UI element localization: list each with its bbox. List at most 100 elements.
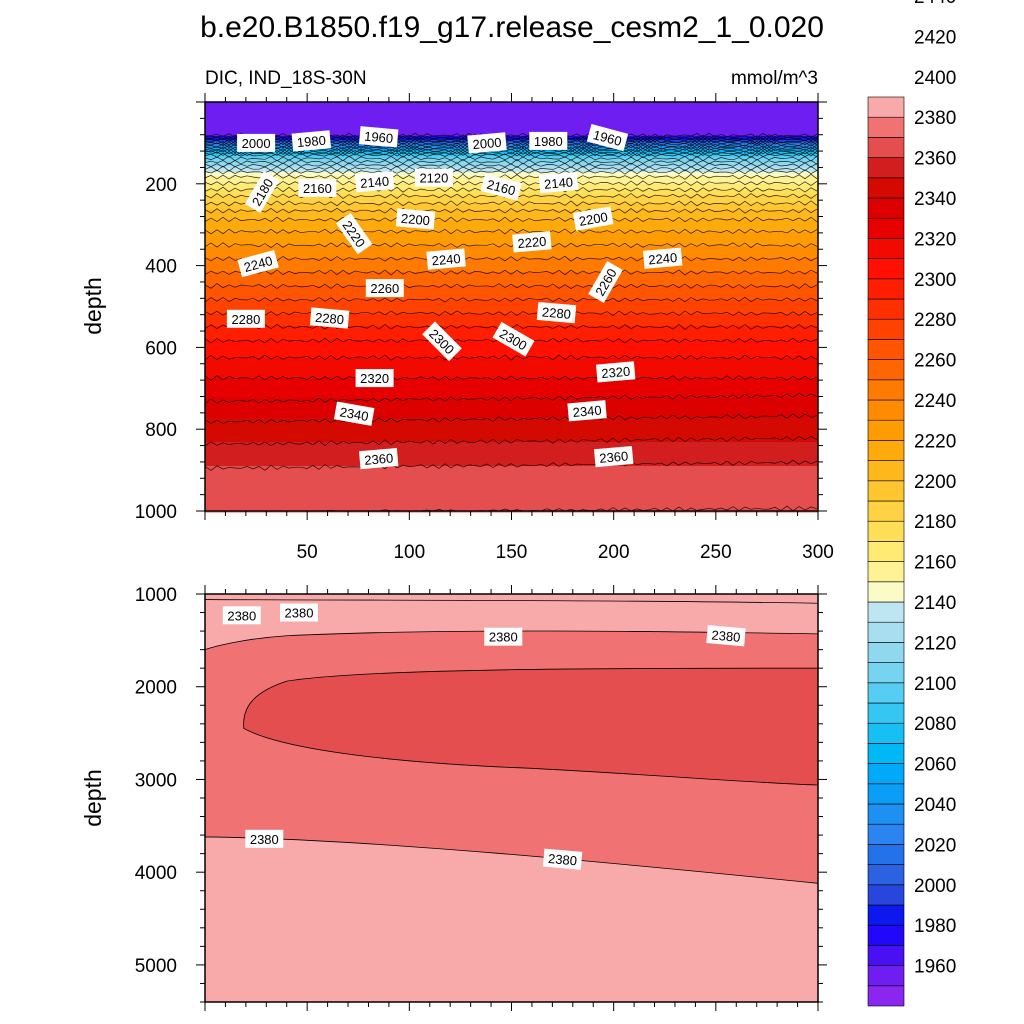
upper-band: [205, 360, 818, 363]
colorbar-box: [867, 177, 905, 199]
upper-band: [205, 282, 818, 285]
upper-band: [205, 390, 818, 393]
upper-band: [205, 324, 818, 327]
contour-label: 2240: [642, 247, 683, 269]
upper-band: [205, 398, 818, 401]
upper-band: [205, 222, 818, 225]
upper-band: [205, 244, 818, 247]
upper-band: [205, 452, 818, 455]
units-label: mmol/m^3: [731, 68, 818, 89]
colorbar-box: [867, 864, 905, 886]
lower-y-tick-label: 4000: [135, 863, 177, 884]
colorbar-box: [867, 601, 905, 623]
contour-label: 1960: [586, 123, 629, 152]
upper-band: [205, 308, 818, 311]
contour-label-text: 2280: [541, 304, 571, 321]
upper-band: [205, 132, 818, 135]
upper-band: [205, 240, 818, 243]
upper-contour-line: [204, 354, 818, 361]
upper-band: [205, 428, 818, 431]
upper-contour-line: [204, 207, 818, 214]
contour-label: 2220: [512, 231, 552, 253]
lower-frame: [204, 593, 819, 1003]
contour-label: 2380: [484, 627, 523, 646]
upper-band: [205, 426, 818, 429]
upper-band: [205, 212, 818, 215]
colorbar-box: [867, 339, 905, 360]
contour-label-box: [291, 130, 332, 152]
upper-band: [205, 434, 818, 437]
upper-band: [205, 104, 818, 107]
upper-band: [205, 152, 818, 155]
upper-band: [205, 478, 818, 481]
upper-band: [205, 384, 818, 387]
contour-label-box: [512, 231, 552, 253]
colorbar-box: [867, 682, 905, 704]
upper-band: [205, 318, 818, 321]
upper-contour-line: [204, 216, 818, 223]
colorbar-box: [867, 217, 905, 239]
upper-x-tick-label: 50: [297, 542, 318, 563]
contour-label-box: [588, 261, 623, 303]
upper-band: [205, 230, 818, 233]
contour-label-box: [309, 307, 350, 329]
colorbar-label: 2000: [914, 876, 956, 897]
upper-band: [205, 272, 818, 275]
lower-y-tick-label: 2000: [135, 678, 177, 699]
colorbar-label: 1980: [914, 916, 956, 937]
contour-label: 2240: [426, 248, 466, 270]
colorbar-box: [867, 116, 905, 138]
contour-label-text: 2160: [485, 177, 517, 199]
contour-label-box: [298, 178, 337, 197]
contour-label-box: [335, 212, 373, 255]
upper-band: [205, 278, 818, 281]
contour-label-text: 2380: [547, 851, 577, 868]
colorbar-label: 2020: [914, 835, 956, 856]
upper-band: [205, 388, 818, 391]
contour-label-box: [358, 126, 399, 148]
upper-band: [205, 176, 818, 179]
upper-band: [205, 242, 818, 245]
colorbar-label: 2100: [914, 674, 956, 695]
contour-label: 2320: [595, 361, 636, 383]
upper-band: [205, 298, 818, 301]
upper-band: [205, 448, 818, 451]
contour-label-text: 2140: [360, 174, 390, 191]
contour-label: 2320: [355, 369, 394, 388]
upper-band: [205, 500, 818, 503]
upper-contour-line: [204, 228, 818, 235]
contour-label-box: [354, 171, 395, 193]
colorbar-box: [867, 904, 905, 926]
upper-band: [205, 206, 818, 209]
upper-band: [205, 422, 818, 425]
upper-band: [205, 364, 818, 367]
colorbar-box: [867, 137, 905, 158]
upper-band: [205, 198, 818, 201]
upper-band: [205, 268, 818, 271]
upper-band: [205, 466, 818, 469]
contour-label: 2000: [237, 133, 276, 152]
contour-label-box: [642, 247, 683, 269]
upper-band: [205, 480, 818, 483]
upper-band: [205, 172, 818, 175]
upper-band: [205, 498, 818, 501]
upper-band: [205, 210, 818, 213]
upper-band: [205, 286, 818, 289]
upper-band: [205, 350, 818, 353]
upper-band: [205, 224, 818, 227]
upper-y-tick-label: 400: [145, 257, 177, 278]
upper-band: [205, 316, 818, 319]
upper-band: [205, 266, 818, 269]
contour-label-text: 2340: [572, 403, 602, 420]
contour-label-text: 2160: [303, 181, 332, 196]
colorbar-box: [867, 743, 905, 764]
colorbar-box: [867, 642, 905, 663]
upper-band: [205, 200, 818, 203]
contour-label-text: 2240: [242, 253, 274, 275]
upper-band: [205, 416, 818, 419]
contour-label-box: [244, 171, 280, 213]
figure-title: b.e20.B1850.f19_g17.release_cesm2_1_0.02…: [200, 11, 824, 44]
upper-band: [205, 126, 818, 129]
upper-band: [205, 484, 818, 487]
upper-contour-line: [204, 269, 818, 276]
